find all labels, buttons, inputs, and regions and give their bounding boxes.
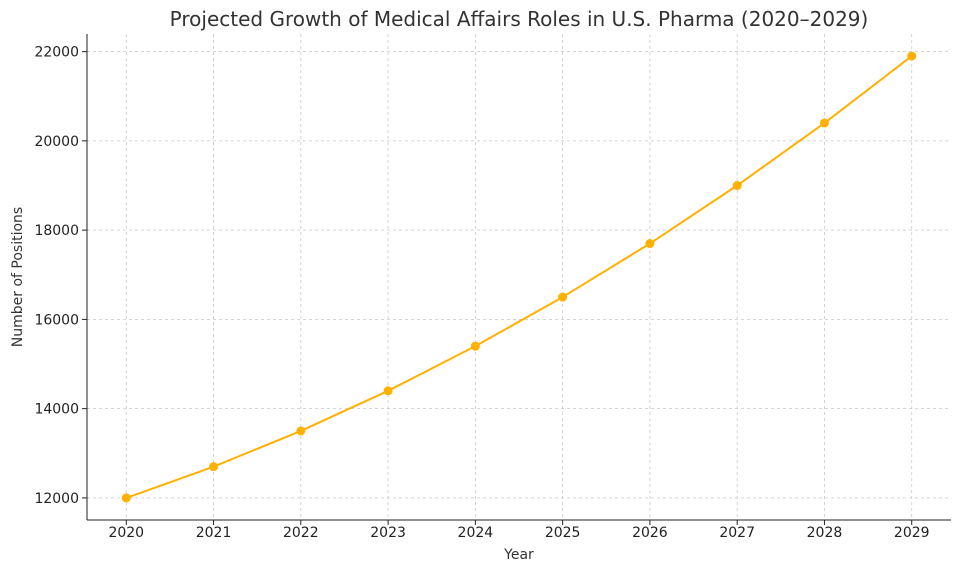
ticks: 2020 2021 2022 2023 2024 2025 2026 2027 2028 2029…	[34, 45, 929, 541]
grid	[87, 34, 951, 520]
data-point-marker	[907, 51, 917, 61]
x-tick-label: 2025	[545, 525, 581, 541]
x-tick-label: 2020	[108, 525, 144, 541]
y-tick-label: 14000	[34, 402, 79, 418]
x-tick-label: 2022	[283, 525, 319, 541]
y-tick-label: 18000	[34, 223, 79, 239]
x-tick-label: 2023	[370, 525, 406, 541]
axes	[86, 34, 951, 521]
x-tick-label: 2021	[196, 525, 232, 541]
chart-title: Projected Growth of Medical Affairs Role…	[170, 7, 869, 31]
x-tick-label: 2029	[894, 525, 930, 541]
data-point-marker	[383, 386, 393, 396]
y-tick-label: 22000	[34, 45, 79, 61]
data-point-marker	[558, 292, 568, 302]
data-point-marker	[732, 181, 742, 191]
data-point-marker	[209, 462, 219, 472]
data-point-marker	[819, 118, 829, 128]
series-line	[125, 55, 913, 499]
y-axis-label: Number of Positions	[10, 207, 26, 347]
data-point-marker	[645, 239, 655, 249]
x-tick-label: 2028	[807, 525, 843, 541]
y-tick-label: 20000	[34, 134, 79, 150]
data-point-marker	[470, 341, 480, 351]
x-tick-label: 2024	[458, 525, 494, 541]
x-axis-label: Year	[503, 547, 534, 563]
data-point-marker	[296, 426, 306, 436]
data-point-marker	[121, 493, 131, 503]
y-tick-label: 12000	[34, 491, 79, 507]
x-tick-label: 2027	[719, 525, 755, 541]
y-tick-label: 16000	[34, 312, 79, 328]
series	[121, 51, 917, 503]
x-tick-label: 2026	[632, 525, 668, 541]
